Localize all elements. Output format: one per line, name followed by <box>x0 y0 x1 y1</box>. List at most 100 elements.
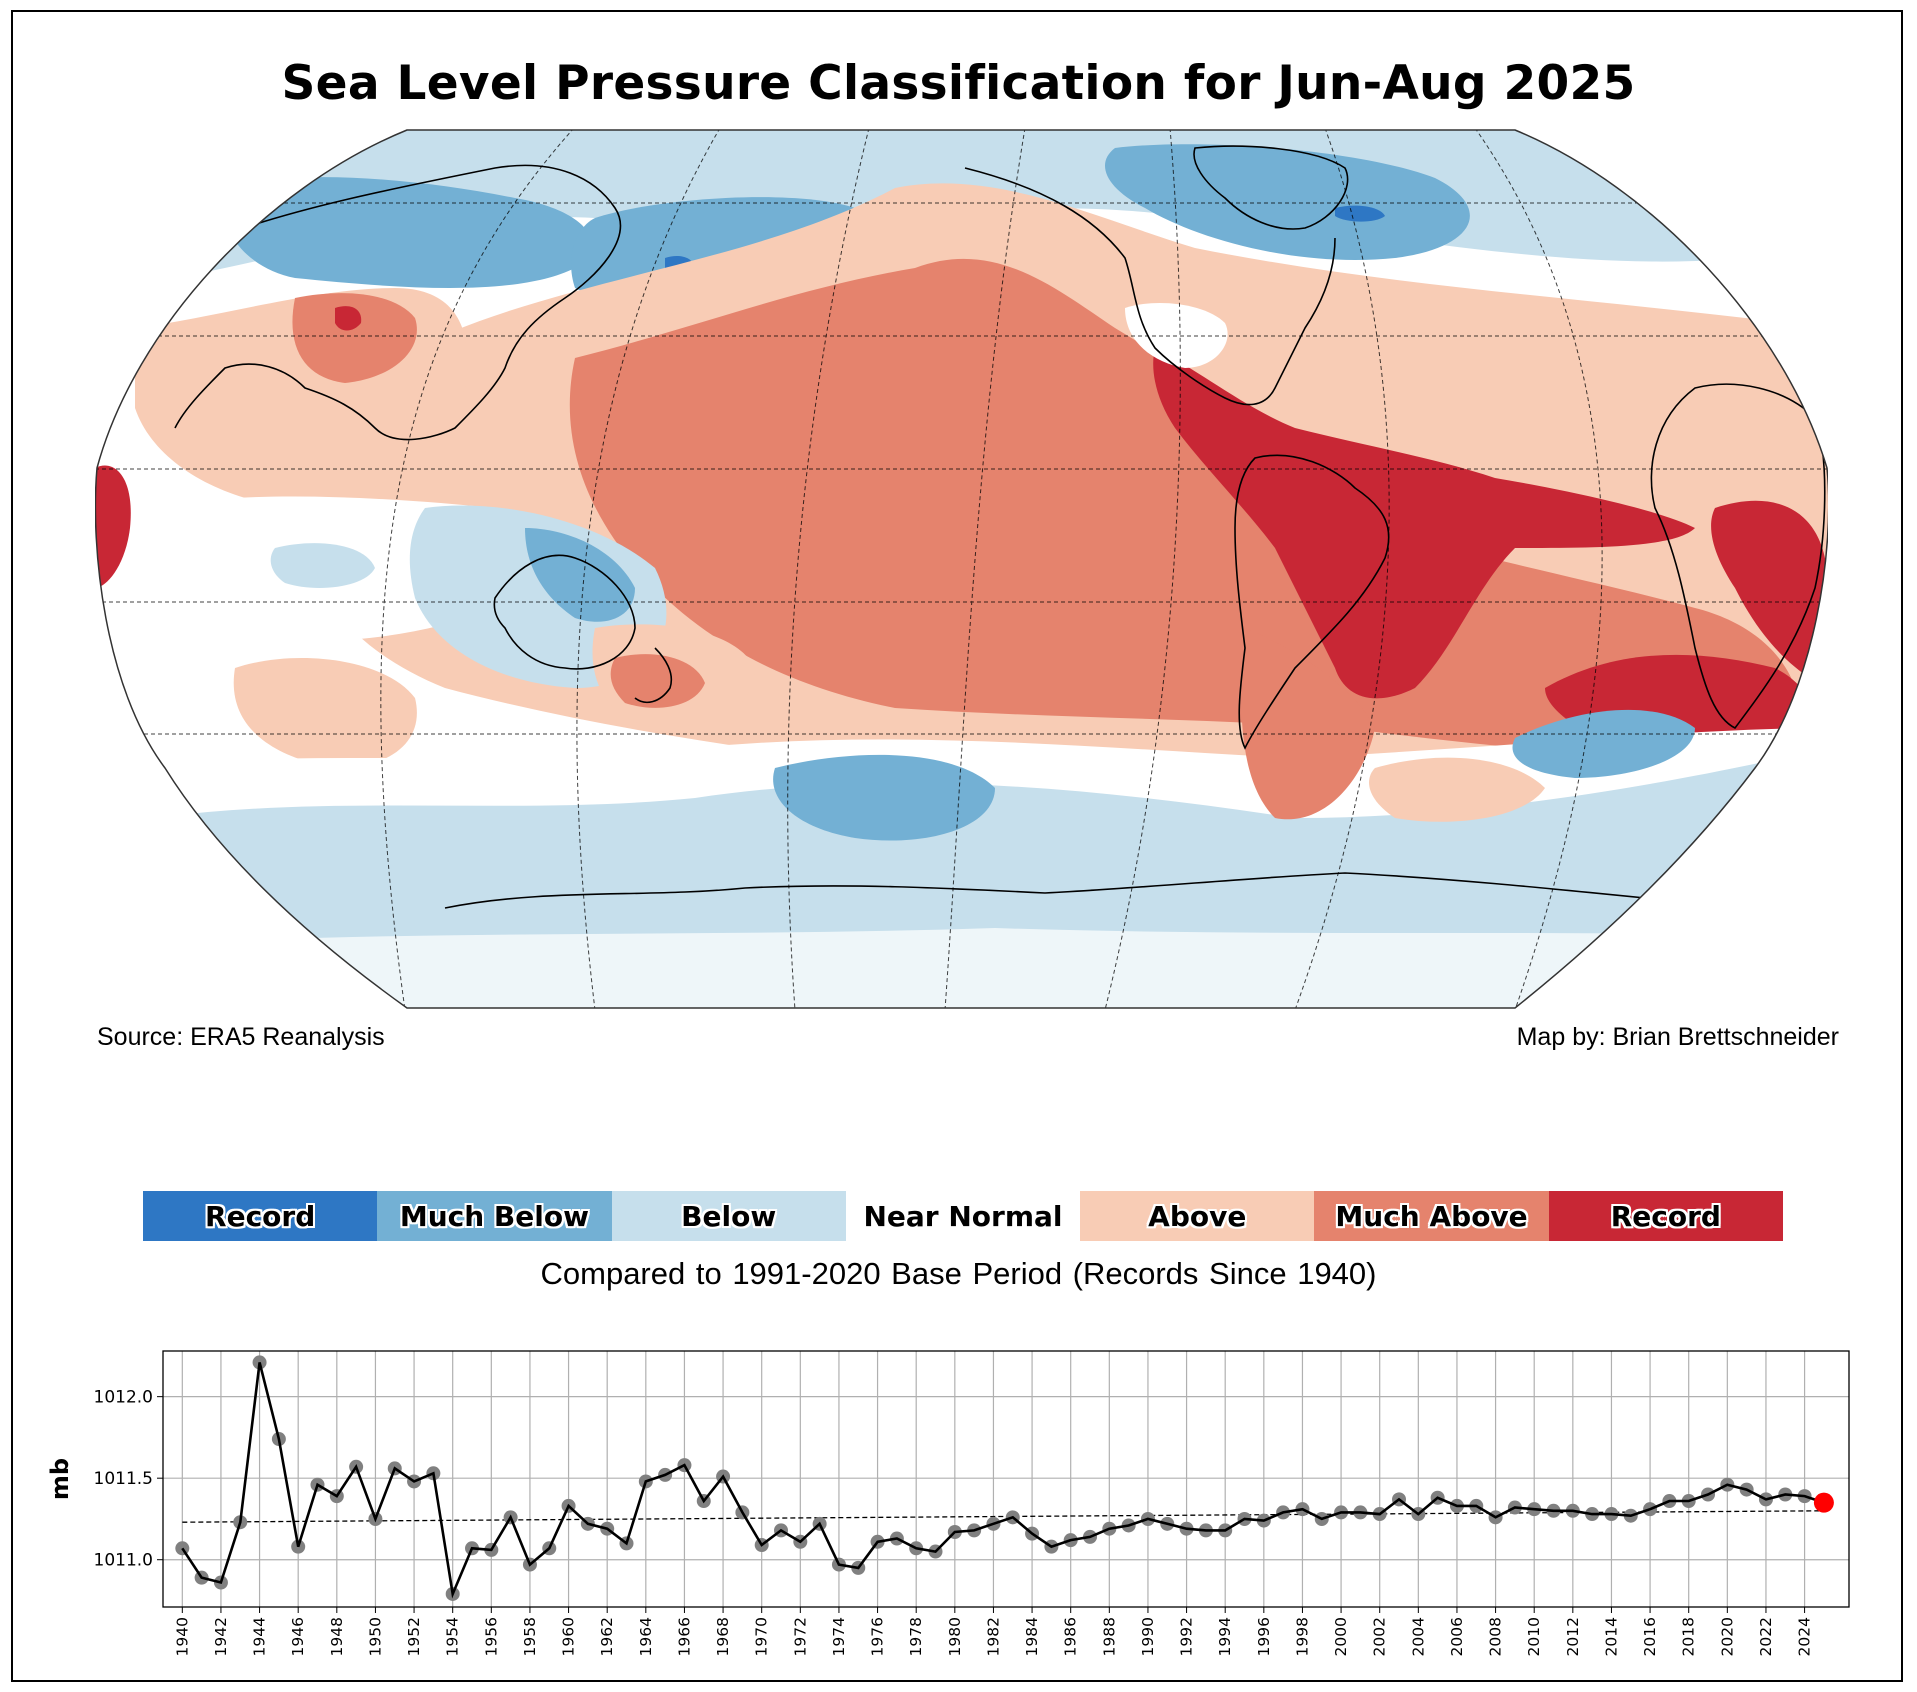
x-tick-label: 2008 <box>1487 1617 1505 1656</box>
highlight-point-2025 <box>1813 1492 1834 1513</box>
legend-label: Record <box>205 1199 316 1233</box>
region-tibet-record <box>335 306 362 331</box>
x-tick-label: 2010 <box>1525 1617 1543 1656</box>
page-title: Sea Level Pressure Classification for Ju… <box>281 56 1636 111</box>
x-tick-label: 2002 <box>1371 1617 1389 1656</box>
x-tick-label: 1940 <box>173 1617 191 1656</box>
region-south-atlantic-above <box>1369 757 1545 822</box>
x-tick-label: 1986 <box>1062 1617 1080 1656</box>
coast-asia <box>174 164 622 441</box>
x-tick-label: 1996 <box>1255 1617 1273 1656</box>
region-tibet-much-above <box>292 293 417 383</box>
x-tick-label: 1974 <box>830 1617 848 1656</box>
legend-much-below: Much Below <box>377 1191 612 1241</box>
x-tick-label: 1998 <box>1293 1617 1311 1656</box>
x-tick-label: 1978 <box>907 1617 925 1656</box>
meridian-2 <box>576 130 721 1008</box>
y-tick-label: 1012.0 <box>94 1388 153 1408</box>
coast-south-america <box>1234 454 1390 750</box>
x-tick-label: 1984 <box>1023 1617 1041 1656</box>
legend-label: Record <box>1610 1199 1721 1233</box>
x-tick-label: 2016 <box>1641 1617 1659 1656</box>
x-tick-label: 1970 <box>753 1617 771 1656</box>
legend-much-above: Much Above <box>1314 1191 1549 1241</box>
legend-label: Near Normal <box>863 1199 1063 1233</box>
x-tick-label: 1952 <box>405 1617 423 1656</box>
coastlines <box>174 145 1826 909</box>
graticule <box>95 130 1828 1008</box>
x-tick-label: 1982 <box>984 1617 1002 1656</box>
x-tick-label: 2014 <box>1602 1617 1620 1656</box>
x-tick-label: 1944 <box>251 1617 269 1656</box>
x-tick-label: 1980 <box>946 1617 964 1656</box>
region-pacific-much-above <box>569 258 1801 757</box>
x-tick-label: 2004 <box>1409 1617 1427 1656</box>
coast-antarctica <box>444 872 1646 909</box>
x-tick-label: 1966 <box>675 1617 693 1656</box>
coast-australia <box>493 554 636 670</box>
meridian-7 <box>1474 130 1603 1008</box>
coast-greenland <box>1193 145 1349 230</box>
y-tick-label: 1011.5 <box>94 1469 153 1489</box>
region-siberia-much-below <box>223 177 592 288</box>
credit-label: Map by: Brian Brettschneider <box>1516 1023 1839 1051</box>
chart-svg: 1940 1942 1944 1946 1948 1950 1952 1954 1956 1958… <box>46 1350 1850 1656</box>
x-tick-label: 1976 <box>869 1617 887 1656</box>
region-south-america-much-above <box>1241 628 1375 820</box>
x-tick-label: 2012 <box>1564 1617 1582 1656</box>
meridian-4 <box>944 130 1026 1008</box>
legend-label: Above <box>1148 1199 1247 1233</box>
x-tick-label: 1954 <box>444 1617 462 1656</box>
x-tick-label: 2020 <box>1718 1617 1736 1656</box>
region-africa-east-record <box>1711 500 1828 688</box>
y-axis-label: mb <box>46 1458 74 1500</box>
world-map <box>95 128 1828 1010</box>
x-tick-label: 1990 <box>1139 1617 1157 1656</box>
x-tick-label: 2018 <box>1680 1617 1698 1656</box>
map-outline <box>95 129 1828 1009</box>
series-line <box>181 1362 1825 1599</box>
legend-record-high: Record <box>1548 1191 1783 1241</box>
timeseries-chart: 1940 1942 1944 1946 1948 1950 1952 1954 1956 1958… <box>0 1330 1917 1680</box>
x-tick-label: 1968 <box>714 1617 732 1656</box>
region-southern-ocean-much-below-east <box>1512 709 1695 778</box>
region-southern-ocean-much-below-west <box>773 754 995 841</box>
region-greenland-record-low <box>1335 205 1385 222</box>
x-tick-label: 1958 <box>521 1617 539 1656</box>
legend-label: Below <box>681 1199 777 1233</box>
x-tick-label: 2022 <box>1757 1617 1775 1656</box>
legend-label: Much Below <box>399 1199 589 1233</box>
x-tick-label: 1948 <box>328 1617 346 1656</box>
x-tick-label: 2000 <box>1332 1617 1350 1656</box>
region-antarctica-near-normal <box>95 928 1828 1008</box>
legend: Record Much Below Below Near Normal Abov… <box>143 1191 1783 1241</box>
region-coral-sea-much-below <box>525 528 635 622</box>
x-tick-label: 1972 <box>791 1617 809 1656</box>
legend-above: Above <box>1080 1191 1315 1241</box>
x-tick-label: 1942 <box>212 1617 230 1656</box>
legend-label: Much Above <box>1335 1199 1528 1233</box>
legend-below: Below <box>611 1191 846 1241</box>
meridian-1 <box>380 130 575 1008</box>
x-tick-label: 1964 <box>637 1617 655 1656</box>
plot-frame <box>162 1350 1850 1608</box>
coast-north-america <box>964 167 1336 406</box>
region-nz-much-above <box>610 654 705 708</box>
legend-caption: Compared to 1991-2020 Base Period (Recor… <box>540 1256 1377 1291</box>
x-tick-label: 1946 <box>289 1617 307 1656</box>
x-tick-label: 2024 <box>1796 1617 1814 1656</box>
region-indian-ocean-below <box>270 543 375 588</box>
meridian-6 <box>1294 130 1390 1008</box>
source-label: Source: ERA5 Reanalysis <box>97 1023 385 1051</box>
coast-new-zealand <box>634 647 673 704</box>
map-canvas <box>95 129 1828 1009</box>
region-greenland-much-below <box>1105 144 1470 260</box>
legend-near-normal: Near Normal <box>845 1191 1081 1241</box>
x-tick-label: 1960 <box>560 1617 578 1656</box>
region-south-indian-above <box>233 658 417 768</box>
meridian-5 <box>1104 130 1181 1008</box>
x-tick-label: 1962 <box>598 1617 616 1656</box>
region-horn-africa-record <box>95 465 131 588</box>
map-fill <box>95 130 1828 1008</box>
region-central-america-record <box>1153 348 1695 699</box>
